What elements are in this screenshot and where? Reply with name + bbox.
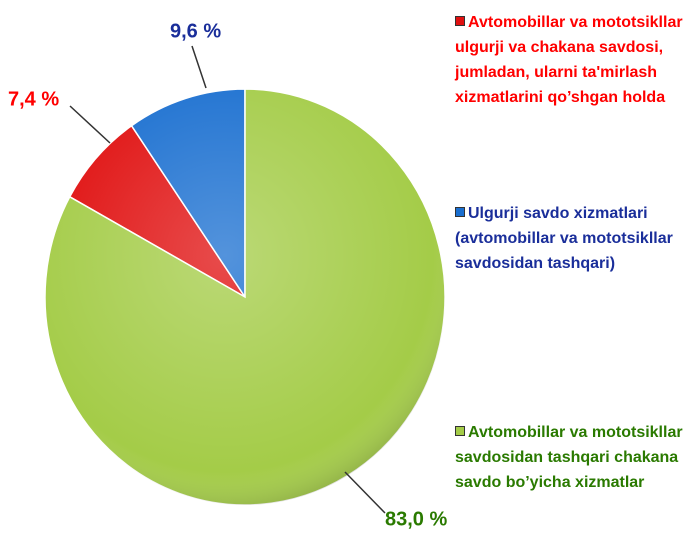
value-label: 7,4 % — [8, 88, 59, 110]
leader-line — [344, 471, 386, 514]
legend-item: Ulgurji savdo xizmatlari (avtomobillar v… — [455, 201, 685, 276]
legend-swatch — [455, 426, 465, 436]
value-label: 9,6 % — [170, 20, 221, 42]
legend-swatch — [455, 207, 465, 217]
leader-line — [69, 105, 111, 144]
legend-label: Avtomobillar va mototsikllar ulgurji va … — [455, 14, 683, 106]
value-label: 83,0 % — [385, 508, 447, 530]
legend-label: Avtomobillar va mototsikllar savdosidan … — [455, 424, 683, 491]
legend-item: Avtomobillar va mototsikllar ulgurji va … — [455, 10, 685, 110]
leader-line — [191, 45, 207, 89]
legend-item: Avtomobillar va mototsikllar savdosidan … — [455, 420, 685, 495]
legend-swatch — [455, 16, 465, 26]
legend-label: Ulgurji savdo xizmatlari (avtomobillar v… — [455, 205, 673, 272]
